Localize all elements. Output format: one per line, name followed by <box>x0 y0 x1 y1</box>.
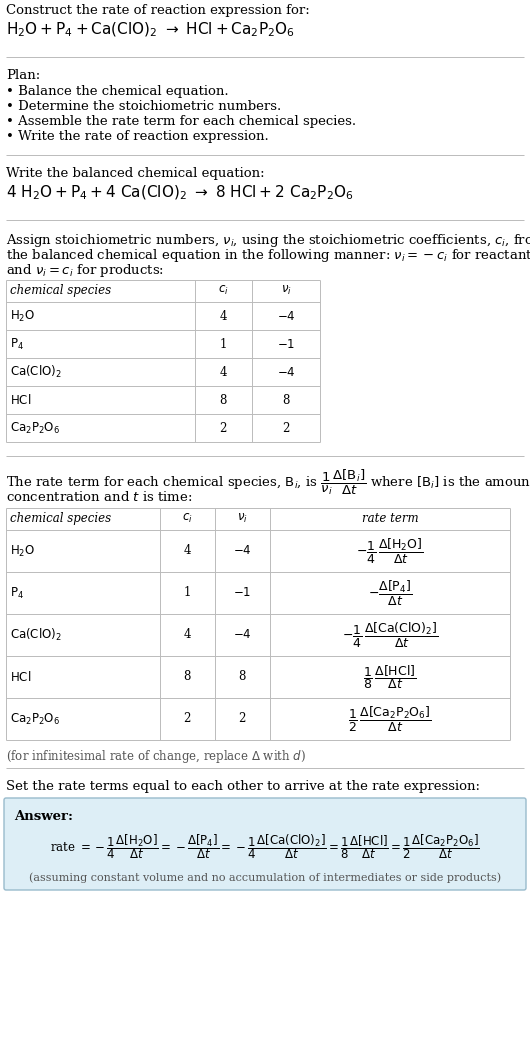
Text: The rate term for each chemical species, $\mathrm{B}_i$, is $\dfrac{1}{\nu_i}\df: The rate term for each chemical species,… <box>6 468 530 497</box>
Text: $\dfrac{1}{8}\,\dfrac{\Delta[\mathrm{HCl}]}{\Delta t}$: $\dfrac{1}{8}\,\dfrac{\Delta[\mathrm{HCl… <box>363 663 417 691</box>
Text: $-1$: $-1$ <box>233 587 251 599</box>
Text: rate $= -\dfrac{1}{4}\dfrac{\Delta[\mathrm{H_2O}]}{\Delta t} = -\dfrac{\Delta[\m: rate $= -\dfrac{1}{4}\dfrac{\Delta[\math… <box>50 832 480 861</box>
Text: 2: 2 <box>238 712 246 726</box>
Text: $\mathrm{H_2O + P_4 + Ca(ClO)_2 \ \rightarrow \ HCl + Ca_2P_2O_6}$: $\mathrm{H_2O + P_4 + Ca(ClO)_2 \ \right… <box>6 21 295 40</box>
Text: $\mathrm{Ca(ClO)_2}$: $\mathrm{Ca(ClO)_2}$ <box>10 364 62 380</box>
Text: $\mathrm{P_4}$: $\mathrm{P_4}$ <box>10 586 24 600</box>
Text: $-4$: $-4$ <box>277 309 295 323</box>
Text: 8: 8 <box>183 670 191 684</box>
Text: rate term: rate term <box>361 512 418 525</box>
Text: and $\nu_i = c_i$ for products:: and $\nu_i = c_i$ for products: <box>6 262 164 279</box>
Text: 4: 4 <box>219 365 227 379</box>
Text: 8: 8 <box>219 394 227 406</box>
Text: Construct the rate of reaction expression for:: Construct the rate of reaction expressio… <box>6 4 310 17</box>
Text: concentration and $t$ is time:: concentration and $t$ is time: <box>6 490 192 504</box>
FancyBboxPatch shape <box>4 798 526 889</box>
Text: 2: 2 <box>183 712 191 726</box>
Text: $c_i$: $c_i$ <box>218 284 228 298</box>
Text: 4: 4 <box>219 309 227 323</box>
Text: $-4$: $-4$ <box>277 365 295 379</box>
Text: chemical species: chemical species <box>10 512 111 525</box>
Text: chemical species: chemical species <box>10 284 111 296</box>
Text: $\mathrm{Ca(ClO)_2}$: $\mathrm{Ca(ClO)_2}$ <box>10 627 62 643</box>
Text: $-4$: $-4$ <box>233 628 251 641</box>
Text: $\mathrm{4\ H_2O + P_4 + 4\ Ca(ClO)_2 \ \rightarrow \ 8\ HCl + 2\ Ca_2P_2O_6}$: $\mathrm{4\ H_2O + P_4 + 4\ Ca(ClO)_2 \ … <box>6 184 354 203</box>
Text: $-4$: $-4$ <box>233 545 251 557</box>
Text: 1: 1 <box>183 587 191 599</box>
Text: Plan:: Plan: <box>6 69 40 82</box>
Text: $\nu_i$: $\nu_i$ <box>236 512 248 525</box>
Text: $\mathrm{Ca_2P_2O_6}$: $\mathrm{Ca_2P_2O_6}$ <box>10 711 60 727</box>
Text: $\dfrac{1}{2}\,\dfrac{\Delta[\mathrm{Ca_2P_2O_6}]}{\Delta t}$: $\dfrac{1}{2}\,\dfrac{\Delta[\mathrm{Ca_… <box>348 705 432 734</box>
Text: 8: 8 <box>282 394 290 406</box>
Text: 4: 4 <box>183 628 191 641</box>
Text: $-1$: $-1$ <box>277 337 295 351</box>
Text: $\mathrm{H_2O}$: $\mathrm{H_2O}$ <box>10 308 35 324</box>
Text: 4: 4 <box>183 545 191 557</box>
Text: $\mathrm{P_4}$: $\mathrm{P_4}$ <box>10 336 24 352</box>
Text: (for infinitesimal rate of change, replace $\Delta$ with $d$): (for infinitesimal rate of change, repla… <box>6 748 306 765</box>
Text: $-\dfrac{1}{4}\,\dfrac{\Delta[\mathrm{H_2O}]}{\Delta t}$: $-\dfrac{1}{4}\,\dfrac{\Delta[\mathrm{H_… <box>356 537 424 566</box>
Text: 1: 1 <box>219 337 227 351</box>
Text: • Determine the stoichiometric numbers.: • Determine the stoichiometric numbers. <box>6 100 281 113</box>
Text: $\mathrm{HCl}$: $\mathrm{HCl}$ <box>10 670 31 684</box>
Text: • Assemble the rate term for each chemical species.: • Assemble the rate term for each chemic… <box>6 115 356 128</box>
Text: Answer:: Answer: <box>14 810 73 823</box>
Text: 2: 2 <box>219 422 227 434</box>
Text: $\mathrm{HCl}$: $\mathrm{HCl}$ <box>10 393 31 407</box>
Text: (assuming constant volume and no accumulation of intermediates or side products): (assuming constant volume and no accumul… <box>29 872 501 882</box>
Text: Set the rate terms equal to each other to arrive at the rate expression:: Set the rate terms equal to each other t… <box>6 780 480 793</box>
Text: Write the balanced chemical equation:: Write the balanced chemical equation: <box>6 167 264 180</box>
Text: Assign stoichiometric numbers, $\nu_i$, using the stoichiometric coefficients, $: Assign stoichiometric numbers, $\nu_i$, … <box>6 232 530 250</box>
Text: 2: 2 <box>282 422 290 434</box>
Text: $-\dfrac{\Delta[\mathrm{P_4}]}{\Delta t}$: $-\dfrac{\Delta[\mathrm{P_4}]}{\Delta t}… <box>368 578 412 608</box>
Text: $\nu_i$: $\nu_i$ <box>280 284 292 298</box>
Text: • Write the rate of reaction expression.: • Write the rate of reaction expression. <box>6 130 269 143</box>
Text: $\mathrm{Ca_2P_2O_6}$: $\mathrm{Ca_2P_2O_6}$ <box>10 421 60 435</box>
Text: • Balance the chemical equation.: • Balance the chemical equation. <box>6 85 228 98</box>
Text: 8: 8 <box>238 670 246 684</box>
Text: $\mathrm{H_2O}$: $\mathrm{H_2O}$ <box>10 544 35 559</box>
Text: the balanced chemical equation in the following manner: $\nu_i = -c_i$ for react: the balanced chemical equation in the fo… <box>6 247 530 264</box>
Text: $-\dfrac{1}{4}\,\dfrac{\Delta[\mathrm{Ca(ClO)_2}]}{\Delta t}$: $-\dfrac{1}{4}\,\dfrac{\Delta[\mathrm{Ca… <box>342 620 438 649</box>
Text: $c_i$: $c_i$ <box>182 512 192 525</box>
